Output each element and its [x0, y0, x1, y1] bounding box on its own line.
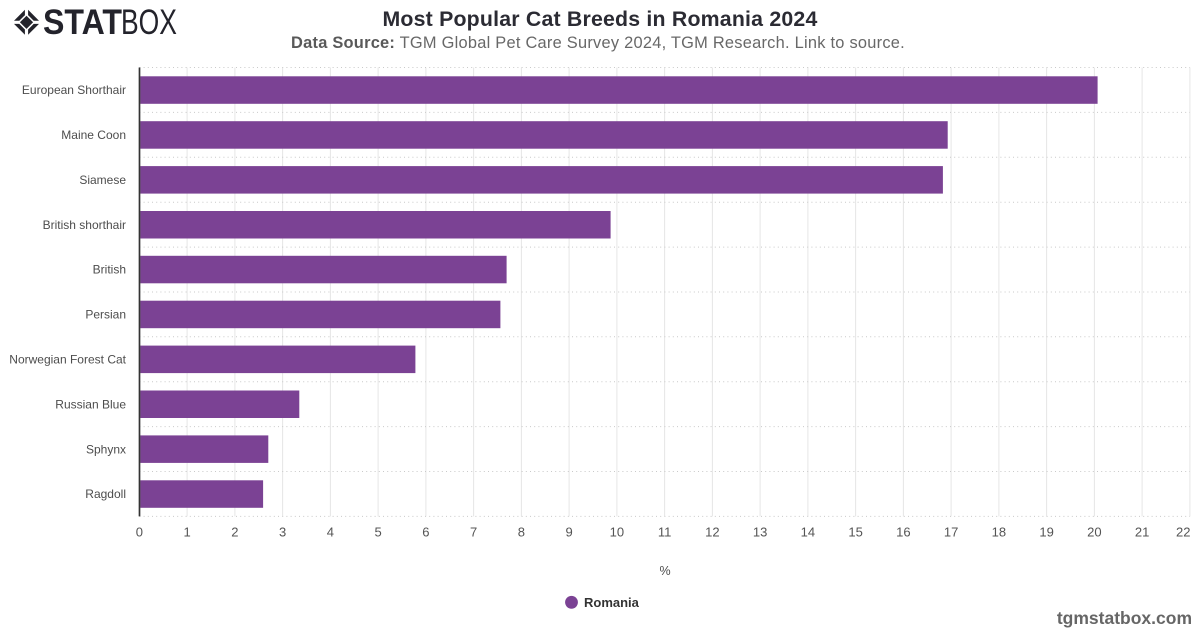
- svg-text:7: 7: [470, 525, 477, 540]
- svg-text:12: 12: [705, 525, 719, 540]
- svg-text:20: 20: [1087, 525, 1101, 540]
- svg-text:STAT: STAT: [43, 2, 122, 42]
- svg-text:15: 15: [848, 525, 862, 540]
- svg-text:Siamese: Siamese: [79, 173, 126, 187]
- svg-text:16: 16: [896, 525, 910, 540]
- svg-text:18: 18: [992, 525, 1006, 540]
- svg-text:British: British: [93, 263, 126, 277]
- svg-text:0: 0: [136, 525, 143, 540]
- svg-text:Russian Blue: Russian Blue: [55, 397, 126, 411]
- svg-text:Maine Coon: Maine Coon: [61, 128, 126, 142]
- svg-text:3: 3: [279, 525, 286, 540]
- svg-text:5: 5: [374, 525, 381, 540]
- svg-text:Persian: Persian: [85, 308, 126, 322]
- svg-text:European Shorthair: European Shorthair: [22, 83, 126, 97]
- svg-text:6: 6: [422, 525, 429, 540]
- svg-text:1: 1: [183, 525, 190, 540]
- svg-text:8: 8: [518, 525, 525, 540]
- svg-text:21: 21: [1135, 525, 1149, 540]
- svg-text:Romania: Romania: [584, 595, 640, 610]
- svg-text:Ragdoll: Ragdoll: [85, 487, 126, 501]
- svg-text:11: 11: [658, 525, 672, 540]
- svg-text:22: 22: [1176, 525, 1190, 540]
- svg-text:19: 19: [1039, 525, 1053, 540]
- svg-text:BOX: BOX: [121, 2, 177, 42]
- svg-text:17: 17: [944, 525, 958, 540]
- svg-text:2: 2: [231, 525, 238, 540]
- svg-text:Sphynx: Sphynx: [86, 442, 126, 456]
- svg-text:9: 9: [565, 525, 572, 540]
- svg-text:14: 14: [801, 525, 815, 540]
- svg-text:4: 4: [327, 525, 334, 540]
- svg-text:Norwegian Forest Cat: Norwegian Forest Cat: [9, 353, 126, 367]
- svg-text:10: 10: [610, 525, 624, 540]
- svg-text:13: 13: [753, 525, 767, 540]
- svg-text:%: %: [659, 564, 670, 578]
- svg-text:British shorthair: British shorthair: [43, 218, 126, 232]
